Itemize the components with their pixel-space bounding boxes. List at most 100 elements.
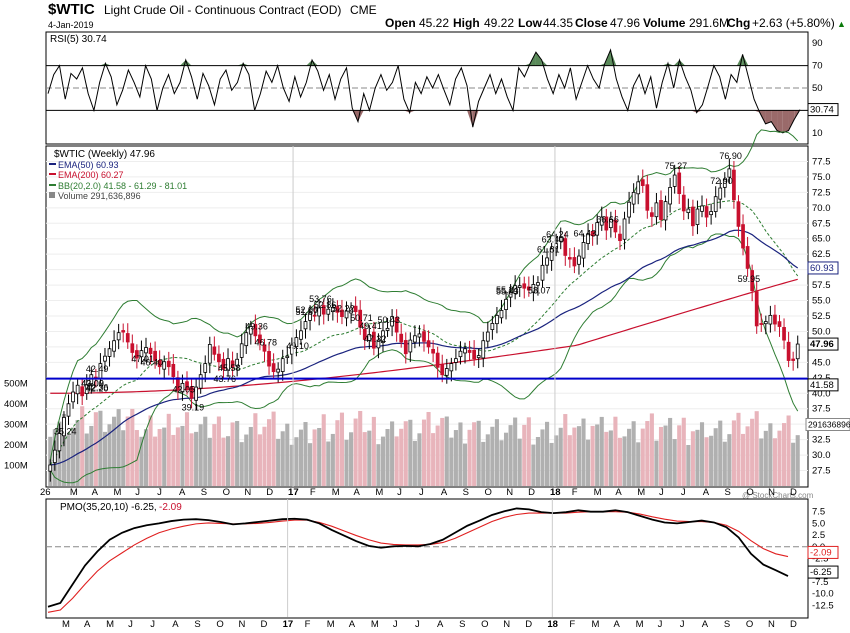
candle-body [180, 382, 185, 392]
candle-body [194, 386, 198, 401]
volume-y-tick: 400M [4, 399, 28, 410]
price-x-tick: D [528, 487, 535, 498]
candle-body [567, 257, 572, 260]
peak-label: 53.76 [309, 294, 332, 304]
low-label: Low [518, 16, 543, 30]
volume-bar [613, 416, 618, 486]
volume-bar [180, 425, 185, 486]
peak-label: 51.67 [296, 307, 319, 317]
price-y-tick: 27.5 [812, 466, 831, 477]
volume-bar [80, 406, 85, 486]
volume-bar [517, 438, 522, 486]
price-last-box [807, 261, 839, 275]
price-y-tick: 67.5 [812, 218, 831, 229]
pmo-x-tick: F [305, 619, 311, 630]
pmo-x-tick: 18 [547, 619, 558, 630]
pmo-last-box [807, 545, 839, 559]
pmo-x-tick: D [525, 619, 532, 630]
price-last-box [807, 378, 839, 392]
candle-body [116, 332, 121, 341]
candle-body [741, 224, 745, 249]
volume-y-tick: 500M [4, 379, 28, 390]
candle-body [399, 333, 404, 343]
volume-bar [435, 425, 440, 486]
candle-body [426, 340, 431, 348]
candle-body [344, 310, 349, 319]
price-last-value: 41.58 [810, 380, 834, 391]
candle-body [262, 344, 267, 352]
volume-bar [690, 431, 695, 486]
price-x-tick: M [594, 487, 602, 498]
volume-bar [412, 440, 417, 486]
pmo-x-tick: J [150, 619, 155, 630]
pmo-x-tick: S [724, 619, 730, 630]
candle-body [171, 363, 176, 377]
volume-last-value: 291636896 [808, 420, 850, 430]
candle-body [212, 346, 217, 355]
volume-bar [795, 435, 800, 486]
peak-label: 72.90 [710, 176, 733, 186]
volume-bar [727, 434, 732, 486]
volume-bar [677, 425, 682, 486]
price-x-tick: N [506, 487, 513, 498]
rsi-fill [765, 110, 772, 124]
volume-bar [289, 444, 294, 486]
volume-bar [786, 415, 791, 486]
volume-bar [294, 437, 299, 486]
candle-body [403, 340, 408, 355]
volume-bar [777, 430, 782, 486]
candle-body [472, 349, 476, 360]
price-last-box [807, 337, 839, 351]
candle-body [677, 172, 682, 194]
candle-body [659, 200, 663, 220]
volume-bar [89, 425, 94, 486]
candle-body [499, 310, 504, 319]
pmo-x-tick: M [371, 619, 379, 630]
volume-bar [371, 416, 376, 486]
candle-body [627, 201, 631, 218]
price-x-tick: S [463, 487, 469, 498]
rsi-fill [673, 60, 680, 66]
volume-bar [736, 412, 741, 486]
volume-bar [102, 431, 108, 486]
candle-body [727, 168, 732, 178]
volume-bar [467, 429, 472, 486]
volume-bar [763, 430, 768, 486]
candle-body [695, 208, 700, 225]
trough-label: 42.05 [172, 385, 195, 395]
volume-bar [731, 420, 736, 486]
rsi-y-tick: 10 [812, 128, 823, 139]
price-x-tick: D [790, 487, 797, 498]
candle-body [148, 347, 153, 355]
volume-bar [622, 436, 627, 486]
candle-body [540, 264, 545, 281]
volume-bar [595, 424, 600, 486]
price-x-tick: 17 [288, 487, 299, 498]
volume-bar [640, 428, 645, 486]
candle-body [495, 314, 499, 325]
candle-body [622, 218, 627, 240]
volume-label: Volume [643, 16, 686, 30]
volume-bar [349, 432, 354, 486]
rsi-last-box [807, 103, 839, 117]
volume-legend-swatch [49, 192, 55, 198]
candle-body [704, 206, 709, 218]
instrument-name: Light Crude Oil - Continuous Contract (E… [104, 3, 341, 17]
price-y-tick: 30.0 [812, 450, 831, 461]
candle-body [435, 352, 440, 368]
volume-bar [768, 423, 773, 486]
date-label: 4-Jan-2019 [48, 20, 94, 30]
pmo-x-tick: A [702, 619, 709, 630]
price-y-tick: 37.5 [812, 404, 831, 415]
pmo-y-tick: -2.5 [812, 554, 828, 565]
volume-bar [426, 411, 431, 486]
candle-body [463, 348, 467, 354]
trough-label: 47.01 [131, 354, 154, 364]
candle-body [308, 312, 312, 321]
volume-bar [408, 419, 413, 486]
candle-body [285, 355, 290, 359]
volume-bar [216, 416, 221, 486]
price-y-tick: 62.5 [812, 249, 831, 260]
volume-bar [390, 421, 395, 486]
